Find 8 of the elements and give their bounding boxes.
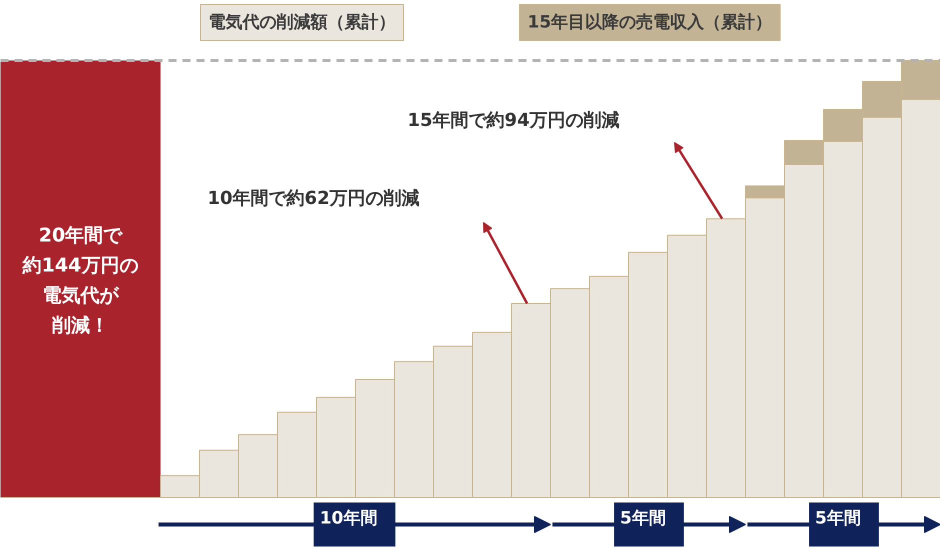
text: 15年目以降の売電収入（累計） bbox=[528, 12, 772, 32]
annotation: 15年間で約94万円の削減 bbox=[408, 110, 620, 131]
text: 電気代の削減額（累計） bbox=[208, 12, 396, 32]
text: 5年間 bbox=[620, 508, 666, 528]
text: 10年間 bbox=[320, 508, 378, 528]
text: 20年間で約144万円の電気代が削減！ bbox=[22, 224, 138, 336]
text: 5年間 bbox=[815, 508, 861, 528]
annotation: 10年間で約62万円の削減 bbox=[208, 188, 420, 209]
